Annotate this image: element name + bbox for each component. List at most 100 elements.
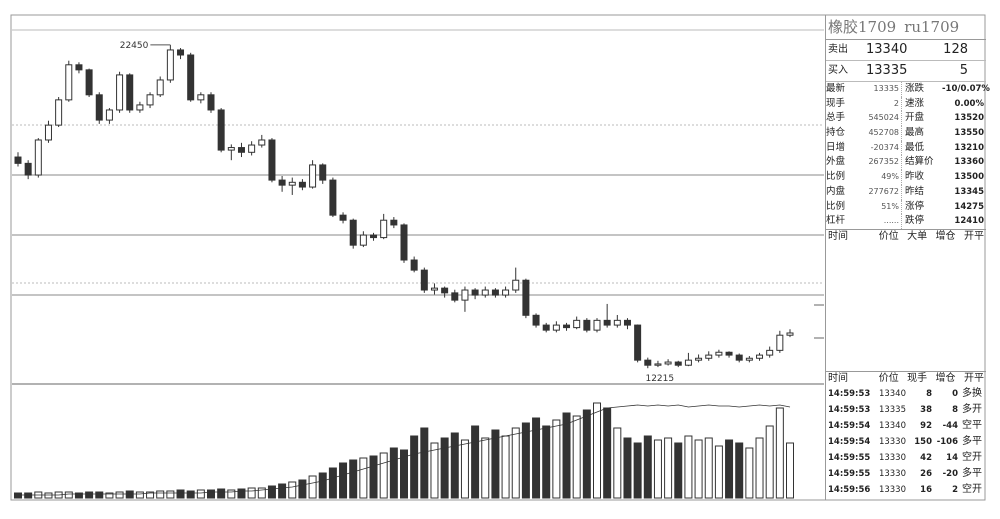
candle-body [75,64,83,71]
label: 卖出 [828,44,848,55]
value: 13360 [954,157,984,168]
volume-bar [664,437,673,499]
candle-body [390,219,398,226]
candle-body [187,54,195,101]
volume-bar [542,425,551,499]
volume-bar [146,491,155,499]
volume-bar [135,491,144,499]
volume-bar [349,459,358,499]
volume-bar [339,462,348,499]
trade-cell: 多换 [962,387,982,399]
candle-body [44,124,52,141]
trade-cell: 14:59:54 [828,436,871,447]
contract-code: ru1709 [904,18,960,36]
volume: 128 [943,42,968,57]
quote-row: 外盘 267352 结算价 13360 [826,155,986,171]
candle-body [14,156,22,164]
label: 涨跌 [905,83,925,94]
volume-bar [207,489,215,499]
volume-bar [328,467,337,499]
volume-bar [64,491,73,499]
candle-body [95,94,103,121]
volume-bar [572,415,581,499]
volume-bar [44,492,53,499]
volume-bar [460,439,469,499]
candle-body [593,319,601,331]
volume-bar [471,425,480,499]
trade-cell: 13340 [878,420,906,431]
contract-name: 橡胶1709 [828,18,897,36]
candle-body [217,109,225,151]
column-header: 价位 [878,230,899,242]
trade-cell: 0 [952,388,958,399]
trade-row: 14:59:56 13330 16 2 空开 [826,482,986,498]
volume-bar [318,472,327,499]
quote-row: 比例 49% 昨收 13500 [826,170,986,185]
candle-body [288,181,296,186]
value: 13500 [954,172,984,183]
candle-body [603,319,611,326]
volume-bar [714,445,723,499]
label: 最高 [905,127,925,139]
trade-cell: 38 [920,404,932,415]
volume-bar [440,437,449,499]
candle-body [237,147,245,153]
trade-cell: 26 [920,468,932,479]
volume-bar [115,491,124,499]
candle-body [715,351,723,356]
volume-bar [765,425,774,499]
candle-body [268,139,276,181]
trade-cell: 空平 [962,419,982,431]
candle-body [552,324,560,331]
volume-bar [359,457,368,499]
volume-bar [125,490,134,499]
label: 昨结 [905,185,925,197]
label: 涨停 [905,200,925,212]
volume-bar [227,489,236,499]
candle-body [197,94,205,101]
label: 内盘 [826,185,846,197]
value: 13345 [954,186,984,197]
candle-body [502,289,510,296]
candle-body [471,289,479,296]
volume-bar [511,427,520,499]
quote-row: 最新 13335 涨跌 -10/0.07% [826,82,990,97]
trade-cell: 多平 [962,435,982,447]
column-header: 增仓 [935,230,956,242]
candle-body [136,104,144,111]
value: 0.00% [954,98,985,109]
volume-bar [410,435,419,499]
volume-bar [674,442,683,499]
candle-body [34,139,42,176]
label: 比例 [826,200,846,212]
trade-cell: 14 [946,452,958,463]
volume-bar [735,442,744,499]
candle-body [491,289,499,296]
candle-body [400,224,408,261]
value: -10/0.07% [942,84,990,94]
volume-bar [308,475,317,499]
quote-row: 比例 51% 涨停 14275 [826,199,986,215]
candle-body [756,354,764,359]
candle-body [623,319,631,326]
volume-bar [694,439,703,499]
volume-bar [704,437,713,499]
volume-bar [521,422,530,499]
volume-bar [582,409,591,499]
candle-body [573,319,581,329]
candle-body [105,109,113,121]
volume-bar [613,427,622,499]
quote-row: 日增 -20374 最低 13210 [826,140,986,156]
label: 速涨 [905,97,925,109]
trade-row: 14:59:55 13330 26 -20 多平 [826,466,986,482]
volume-bar [176,489,185,499]
label: 日增 [826,141,846,153]
volume-bar [156,490,165,499]
volume-bar [217,488,226,499]
value: -20374 [862,140,902,156]
volume-bar [481,437,490,499]
trade-cell: -44 [942,420,958,431]
volume-bar [501,435,510,499]
candle-body [319,164,327,181]
